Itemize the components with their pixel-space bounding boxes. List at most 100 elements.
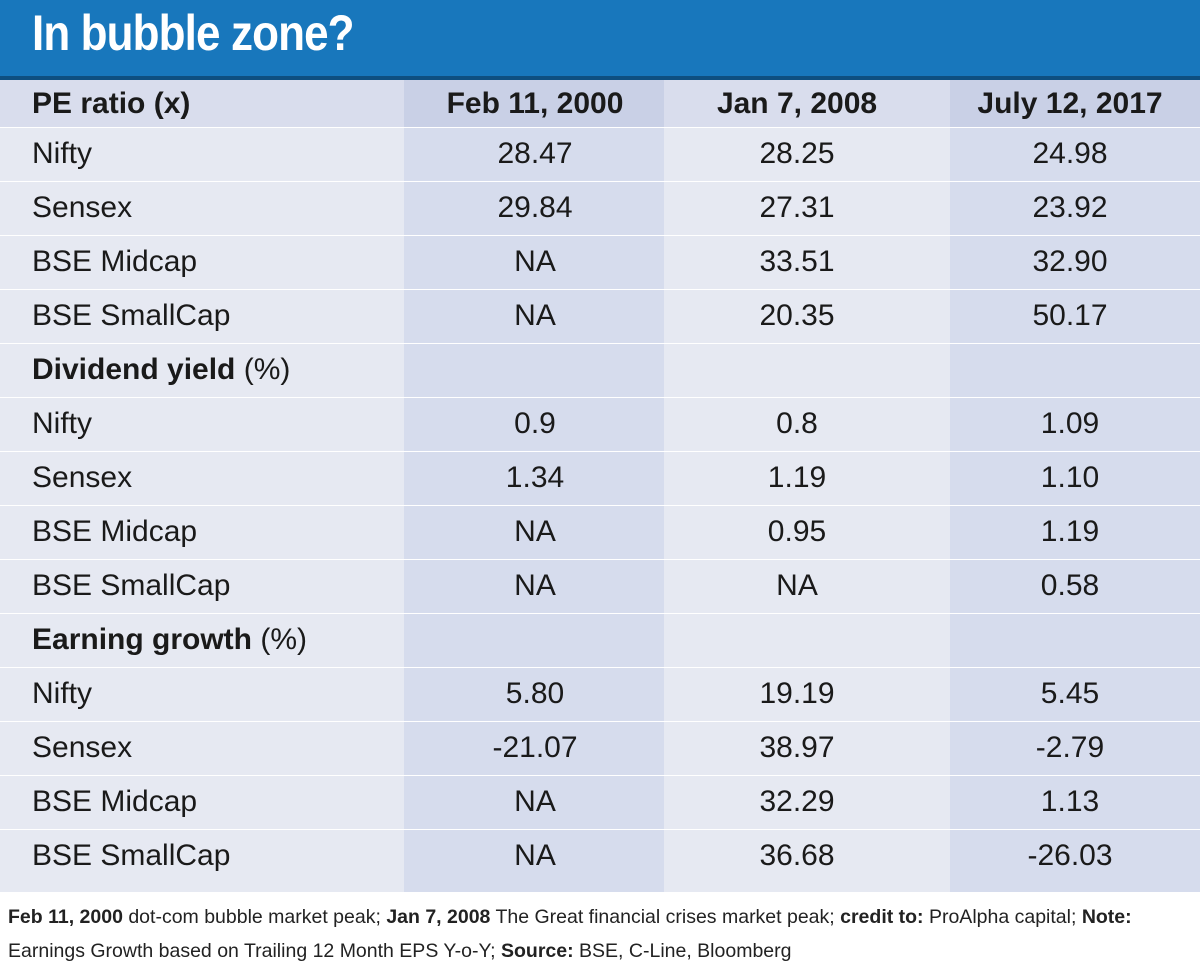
row-label: BSE SmallCap bbox=[32, 839, 231, 872]
row-label: Nifty bbox=[32, 677, 92, 710]
table-row: Nifty 28.47 28.25 24.98 bbox=[0, 127, 1200, 181]
header-column-shade bbox=[950, 80, 1200, 127]
value-cell: 1.34 bbox=[505, 461, 565, 494]
value-cell: 19.19 bbox=[759, 677, 835, 710]
row-label: BSE Midcap bbox=[32, 515, 198, 548]
value-cell: 24.98 bbox=[1032, 137, 1108, 170]
value-cell: NA bbox=[514, 785, 556, 818]
chart-title: In bubble zone? bbox=[32, 5, 355, 61]
row-divider bbox=[0, 559, 1200, 560]
row-divider bbox=[0, 127, 1200, 128]
value-cell: 1.09 bbox=[1040, 407, 1100, 440]
footnote-text: ProAlpha capital; bbox=[923, 906, 1082, 928]
value-cell: -21.07 bbox=[492, 731, 578, 764]
row-divider bbox=[0, 181, 1200, 182]
table-row: BSE SmallCap NA 20.35 50.17 bbox=[0, 289, 1200, 343]
row-label: BSE SmallCap bbox=[32, 569, 231, 602]
row-label: Nifty bbox=[32, 137, 92, 170]
row-divider bbox=[0, 451, 1200, 452]
column-header: July 12, 2017 bbox=[977, 87, 1163, 120]
section-title: Dividend yield (%) bbox=[32, 353, 291, 386]
value-cell: NA bbox=[514, 569, 556, 602]
row-label: Sensex bbox=[32, 461, 133, 494]
column-header: Jan 7, 2008 bbox=[716, 87, 878, 120]
footnote-key: Jan 7, 2008 bbox=[386, 906, 491, 928]
value-cell: 1.19 bbox=[1040, 515, 1100, 548]
header-column-shade bbox=[404, 80, 664, 127]
value-cell: 50.17 bbox=[1032, 299, 1108, 332]
footnote-text: Earnings Growth based on Trailing 12 Mon… bbox=[8, 940, 502, 962]
row-label: Nifty bbox=[32, 407, 92, 440]
row-divider bbox=[0, 829, 1200, 830]
value-cell: 29.84 bbox=[497, 191, 573, 224]
value-cell: -2.79 bbox=[1035, 731, 1105, 764]
value-cell: NA bbox=[514, 299, 556, 332]
table-row: Nifty 5.80 19.19 5.45 bbox=[0, 667, 1200, 721]
value-cell: 23.92 bbox=[1032, 191, 1108, 224]
data-table: PE ratio (x) Feb 11, 2000 Jan 7, 2008 July … bbox=[0, 80, 1200, 892]
row-divider bbox=[0, 775, 1200, 776]
row-divider bbox=[0, 343, 1200, 344]
footnote-key: Source: bbox=[501, 940, 574, 962]
table-row: Sensex 1.34 1.19 1.10 bbox=[0, 451, 1200, 505]
value-cell: 0.95 bbox=[767, 515, 827, 548]
table-row: Nifty 0.9 0.8 1.09 bbox=[0, 397, 1200, 451]
table-row: BSE Midcap NA 0.95 1.19 bbox=[0, 505, 1200, 559]
section-title: PE ratio (x) bbox=[32, 87, 191, 120]
row-divider bbox=[0, 289, 1200, 290]
value-cell: -26.03 bbox=[1027, 839, 1113, 872]
column-shade bbox=[404, 80, 664, 892]
value-cell: 36.68 bbox=[759, 839, 835, 872]
footnote-key: Note: bbox=[1081, 906, 1132, 928]
row-label: BSE Midcap bbox=[32, 245, 198, 278]
column-header: Feb 11, 2000 bbox=[446, 87, 624, 120]
value-cell: 0.9 bbox=[514, 407, 556, 440]
row-divider bbox=[0, 613, 1200, 614]
value-cell: 20.35 bbox=[759, 299, 835, 332]
row-divider bbox=[0, 721, 1200, 722]
row-label: Sensex bbox=[32, 731, 133, 764]
table-row: BSE Midcap NA 33.51 32.90 bbox=[0, 235, 1200, 289]
footnote-text: dot-com bubble market peak; bbox=[122, 906, 387, 928]
row-label: BSE SmallCap bbox=[32, 299, 231, 332]
column-shade bbox=[950, 80, 1200, 892]
banner-underline bbox=[0, 76, 1200, 80]
value-cell: 32.29 bbox=[759, 785, 835, 818]
title-banner: In bubble zone? bbox=[0, 0, 1200, 76]
value-cell: 28.47 bbox=[497, 137, 573, 170]
header-row: PE ratio (x) Feb 11, 2000 Jan 7, 2008 July … bbox=[0, 80, 1200, 127]
value-cell: 27.31 bbox=[759, 191, 835, 224]
section-unit: (%) bbox=[243, 353, 291, 386]
value-cell: 38.97 bbox=[759, 731, 835, 764]
value-cell: 0.8 bbox=[776, 407, 818, 440]
value-cell: 33.51 bbox=[759, 245, 835, 278]
table-row: BSE SmallCap NA 36.68 -26.03 bbox=[0, 829, 1200, 883]
section-unit: (%) bbox=[260, 623, 307, 656]
value-cell: 28.25 bbox=[759, 137, 835, 170]
table-row: Sensex 29.84 27.31 23.92 bbox=[0, 181, 1200, 235]
value-cell: NA bbox=[776, 569, 818, 602]
footnote: Feb 11, 2000 dot-com bubble market peak;… bbox=[8, 900, 1192, 968]
value-cell: 1.19 bbox=[767, 461, 827, 494]
table-row: Sensex -21.07 38.97 -2.79 bbox=[0, 721, 1200, 775]
row-divider bbox=[0, 505, 1200, 506]
value-cell: 32.90 bbox=[1032, 245, 1108, 278]
footnote-text: BSE, C-Line, Bloomberg bbox=[573, 940, 792, 962]
footnote-key: credit to: bbox=[840, 906, 924, 928]
row-label: BSE Midcap bbox=[32, 785, 198, 818]
value-cell: 5.45 bbox=[1040, 677, 1100, 710]
section-unit: (x) bbox=[153, 87, 191, 120]
section-title: Earning growth (%) bbox=[32, 623, 307, 656]
footnote-text: The Great financial crises market peak; bbox=[490, 906, 841, 928]
footnote-key: Feb 11, 2000 bbox=[8, 906, 123, 928]
row-divider bbox=[0, 235, 1200, 236]
row-divider bbox=[0, 397, 1200, 398]
value-cell: 1.10 bbox=[1040, 461, 1100, 494]
table-row: BSE Midcap NA 32.29 1.13 bbox=[0, 775, 1200, 829]
value-cell: 1.13 bbox=[1040, 785, 1100, 818]
value-cell: NA bbox=[514, 839, 556, 872]
row-label: Sensex bbox=[32, 191, 133, 224]
value-cell: NA bbox=[514, 245, 556, 278]
table-row: BSE SmallCap NA NA 0.58 bbox=[0, 559, 1200, 613]
value-cell: 0.58 bbox=[1040, 569, 1100, 602]
